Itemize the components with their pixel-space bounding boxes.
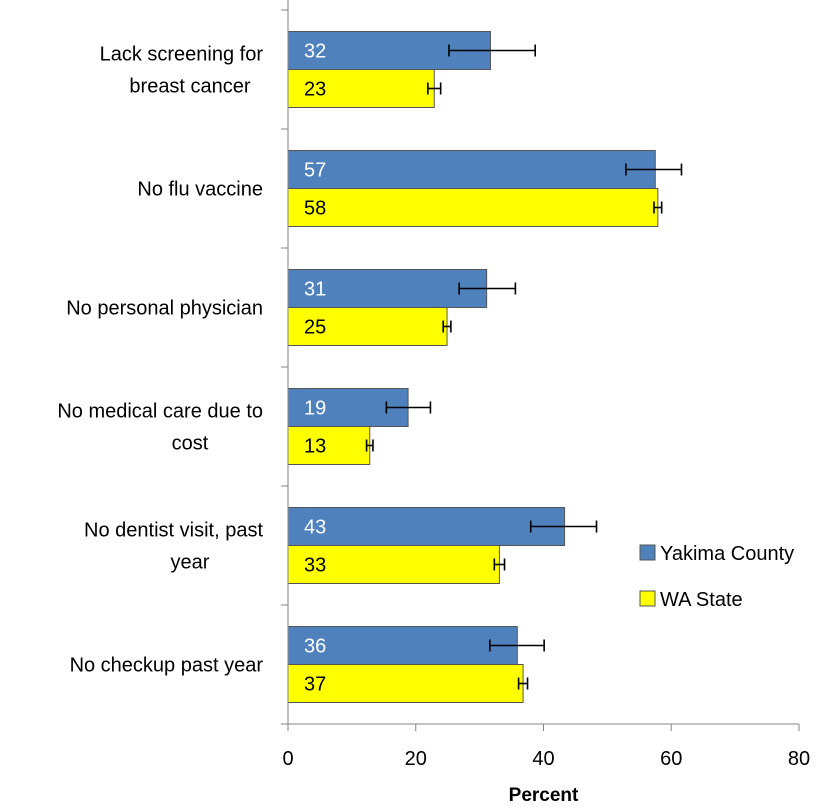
category-label: No flu vaccine — [137, 179, 263, 201]
legend-label: WA State — [660, 589, 743, 611]
category-label: No personal physician — [66, 298, 263, 320]
bar-county-4 — [287, 507, 566, 546]
error-bar — [427, 82, 442, 95]
error-bar — [653, 201, 663, 214]
bar-county-2 — [287, 269, 488, 308]
category-label: No medical care due to — [57, 401, 263, 423]
bar-state-0 — [287, 69, 435, 108]
data-label: 37 — [304, 674, 326, 696]
axes — [281, 0, 800, 731]
error-bar — [448, 44, 536, 57]
x-tick-label: 40 — [532, 748, 554, 770]
category-label: cost — [172, 433, 209, 455]
data-label: 25 — [304, 317, 326, 339]
data-label: 13 — [304, 436, 326, 458]
x-tick-labels: 0 20 40 60 80 — [282, 748, 810, 770]
data-label: 58 — [304, 198, 326, 220]
bar-state-1 — [287, 188, 659, 227]
legend-swatch — [639, 590, 656, 607]
data-label: 23 — [304, 79, 326, 101]
data-label: 32 — [304, 41, 326, 63]
x-tick-label: 60 — [660, 748, 682, 770]
bars — [287, 31, 659, 703]
legend: Yakima County WA State — [639, 543, 794, 611]
error-bar — [385, 401, 432, 414]
x-axis-label: Percent — [509, 785, 579, 806]
category-label: No checkup past year — [70, 655, 264, 677]
x-tick-label: 0 — [282, 748, 293, 770]
error-bar — [365, 439, 374, 452]
category-label: Lack screening for — [100, 44, 264, 66]
value-labels: 32 23 57 58 31 25 19 13 43 33 36 37 — [304, 41, 326, 696]
bar-county-1 — [287, 150, 656, 189]
error-bar — [517, 677, 529, 690]
legend-swatch — [639, 544, 656, 561]
data-label: 31 — [304, 279, 326, 301]
data-label: 33 — [304, 555, 326, 577]
category-label: year — [171, 552, 210, 574]
legend-item: WA State — [639, 589, 743, 611]
data-label: 57 — [304, 160, 326, 182]
category-labels: Lack screening for breast cancer No flu va… — [57, 44, 263, 677]
legend-item: Yakima County — [639, 543, 794, 565]
error-bar — [493, 558, 506, 571]
error-bar — [458, 282, 517, 295]
data-label: 36 — [304, 636, 326, 658]
data-label: 19 — [304, 398, 326, 420]
error-bar — [442, 320, 452, 333]
x-tick-label: 80 — [788, 748, 810, 770]
error-bar — [529, 520, 598, 533]
error-bar — [489, 639, 545, 652]
error-bar — [625, 163, 683, 176]
category-label: breast cancer — [129, 76, 251, 98]
category-label: No dentist visit, past — [84, 520, 263, 542]
x-tick-label: 20 — [405, 748, 427, 770]
error-bars — [365, 44, 683, 690]
bar-state-3 — [287, 426, 371, 465]
data-label: 43 — [304, 517, 326, 539]
legend-label: Yakima County — [660, 543, 794, 565]
